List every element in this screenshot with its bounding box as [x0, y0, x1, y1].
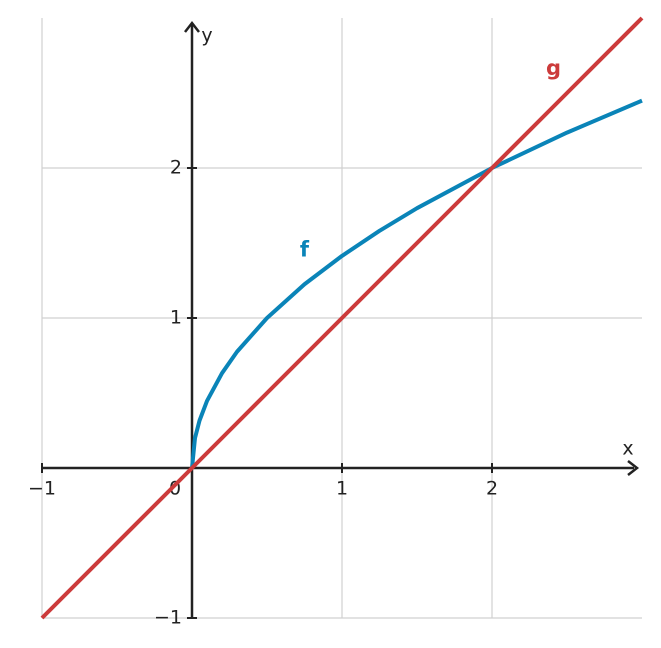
y-tick-label: 2 — [170, 157, 182, 179]
series-line — [190, 98, 643, 469]
x-axis-arrow — [627, 460, 640, 476]
y-tick-label: 1 — [170, 307, 182, 329]
y-axis-arrow — [184, 20, 200, 33]
y-axis-label: y — [201, 25, 212, 47]
series-label: g — [546, 56, 561, 80]
y-tick-label: −1 — [154, 607, 182, 629]
x-axis-label: x — [622, 438, 633, 460]
x-tick-label: −1 — [28, 478, 56, 500]
x-tick-label: 1 — [336, 478, 348, 500]
series-label: f — [300, 238, 310, 262]
x-tick-label: 2 — [486, 478, 498, 500]
series-line — [40, 16, 644, 620]
